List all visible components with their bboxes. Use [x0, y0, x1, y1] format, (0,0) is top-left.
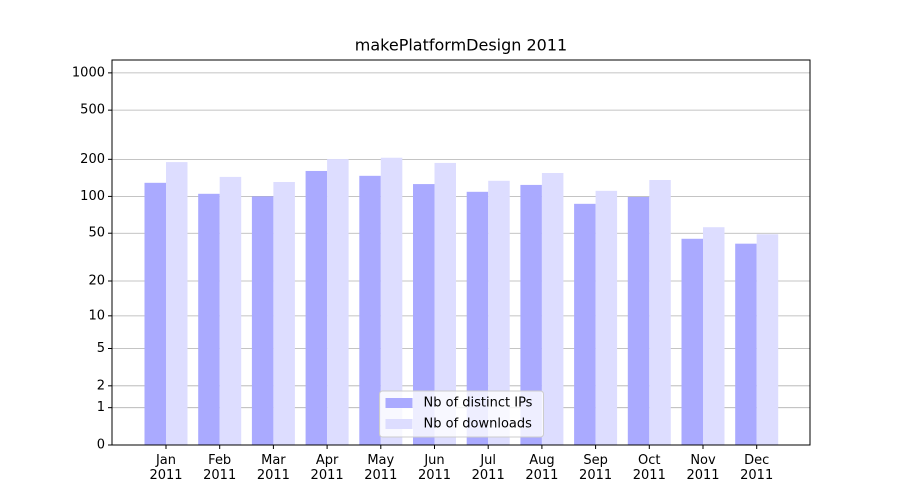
x-tick-label: Aug 2011 [525, 453, 559, 483]
y-tick-label: 5 [97, 341, 105, 356]
legend-box [379, 390, 544, 438]
bar [574, 203, 596, 445]
bar [219, 176, 242, 445]
bar [273, 181, 295, 445]
bar [488, 180, 510, 445]
bar [466, 191, 489, 445]
bar [251, 196, 274, 445]
bar [144, 182, 166, 445]
bar [649, 179, 671, 445]
y-tick-label: 500 [80, 103, 105, 118]
bar [627, 196, 650, 445]
bar [756, 234, 779, 445]
legend: Nb of distinct IPs Nb of downloads [379, 390, 544, 438]
bar [413, 184, 435, 446]
x-tick-label: Sep 2011 [579, 453, 613, 483]
bar [380, 157, 403, 445]
x-tick-label: Mar 2011 [256, 453, 290, 483]
x-tick-label: Jul 2011 [471, 453, 505, 483]
y-tick-label: 20 [88, 274, 105, 289]
y-tick-label: 1 [97, 400, 105, 415]
legend-label: Nb of distinct IPs [424, 396, 533, 411]
x-tick-label: Dec 2011 [740, 453, 774, 483]
legend-swatch [385, 419, 413, 429]
plot-frame [111, 59, 811, 446]
bar [166, 162, 188, 446]
bar [305, 170, 328, 445]
y-tick-label: 1000 [72, 65, 105, 80]
x-tick-label: Oct 2011 [632, 453, 666, 483]
bar [327, 159, 349, 445]
x-tick-label: Jan 2011 [149, 453, 183, 483]
bar [595, 190, 618, 445]
bar [541, 172, 564, 445]
bar [703, 227, 725, 445]
bar [735, 243, 757, 445]
x-tick-label: Nov 2011 [686, 453, 720, 483]
y-tick-label: 2 [97, 378, 105, 393]
bar [520, 184, 542, 445]
y-tick-label: 50 [88, 226, 105, 241]
x-tick-label: Apr 2011 [310, 453, 344, 483]
legend-swatch [385, 398, 413, 408]
x-tick-label: Feb 2011 [203, 453, 237, 483]
x-tick-label: May 2011 [364, 453, 398, 483]
bar [681, 238, 703, 445]
bar [359, 175, 381, 445]
bar [434, 162, 456, 445]
y-tick-label: 200 [80, 152, 105, 167]
chart-title: makePlatformDesign 2011 [355, 36, 567, 55]
y-tick-label: 100 [80, 189, 105, 204]
legend-label: Nb of downloads [424, 417, 533, 432]
y-tick-label: 0 [97, 438, 105, 453]
bar [198, 193, 220, 445]
y-tick-label: 10 [88, 308, 105, 323]
x-tick-label: Jun 2011 [417, 453, 452, 483]
